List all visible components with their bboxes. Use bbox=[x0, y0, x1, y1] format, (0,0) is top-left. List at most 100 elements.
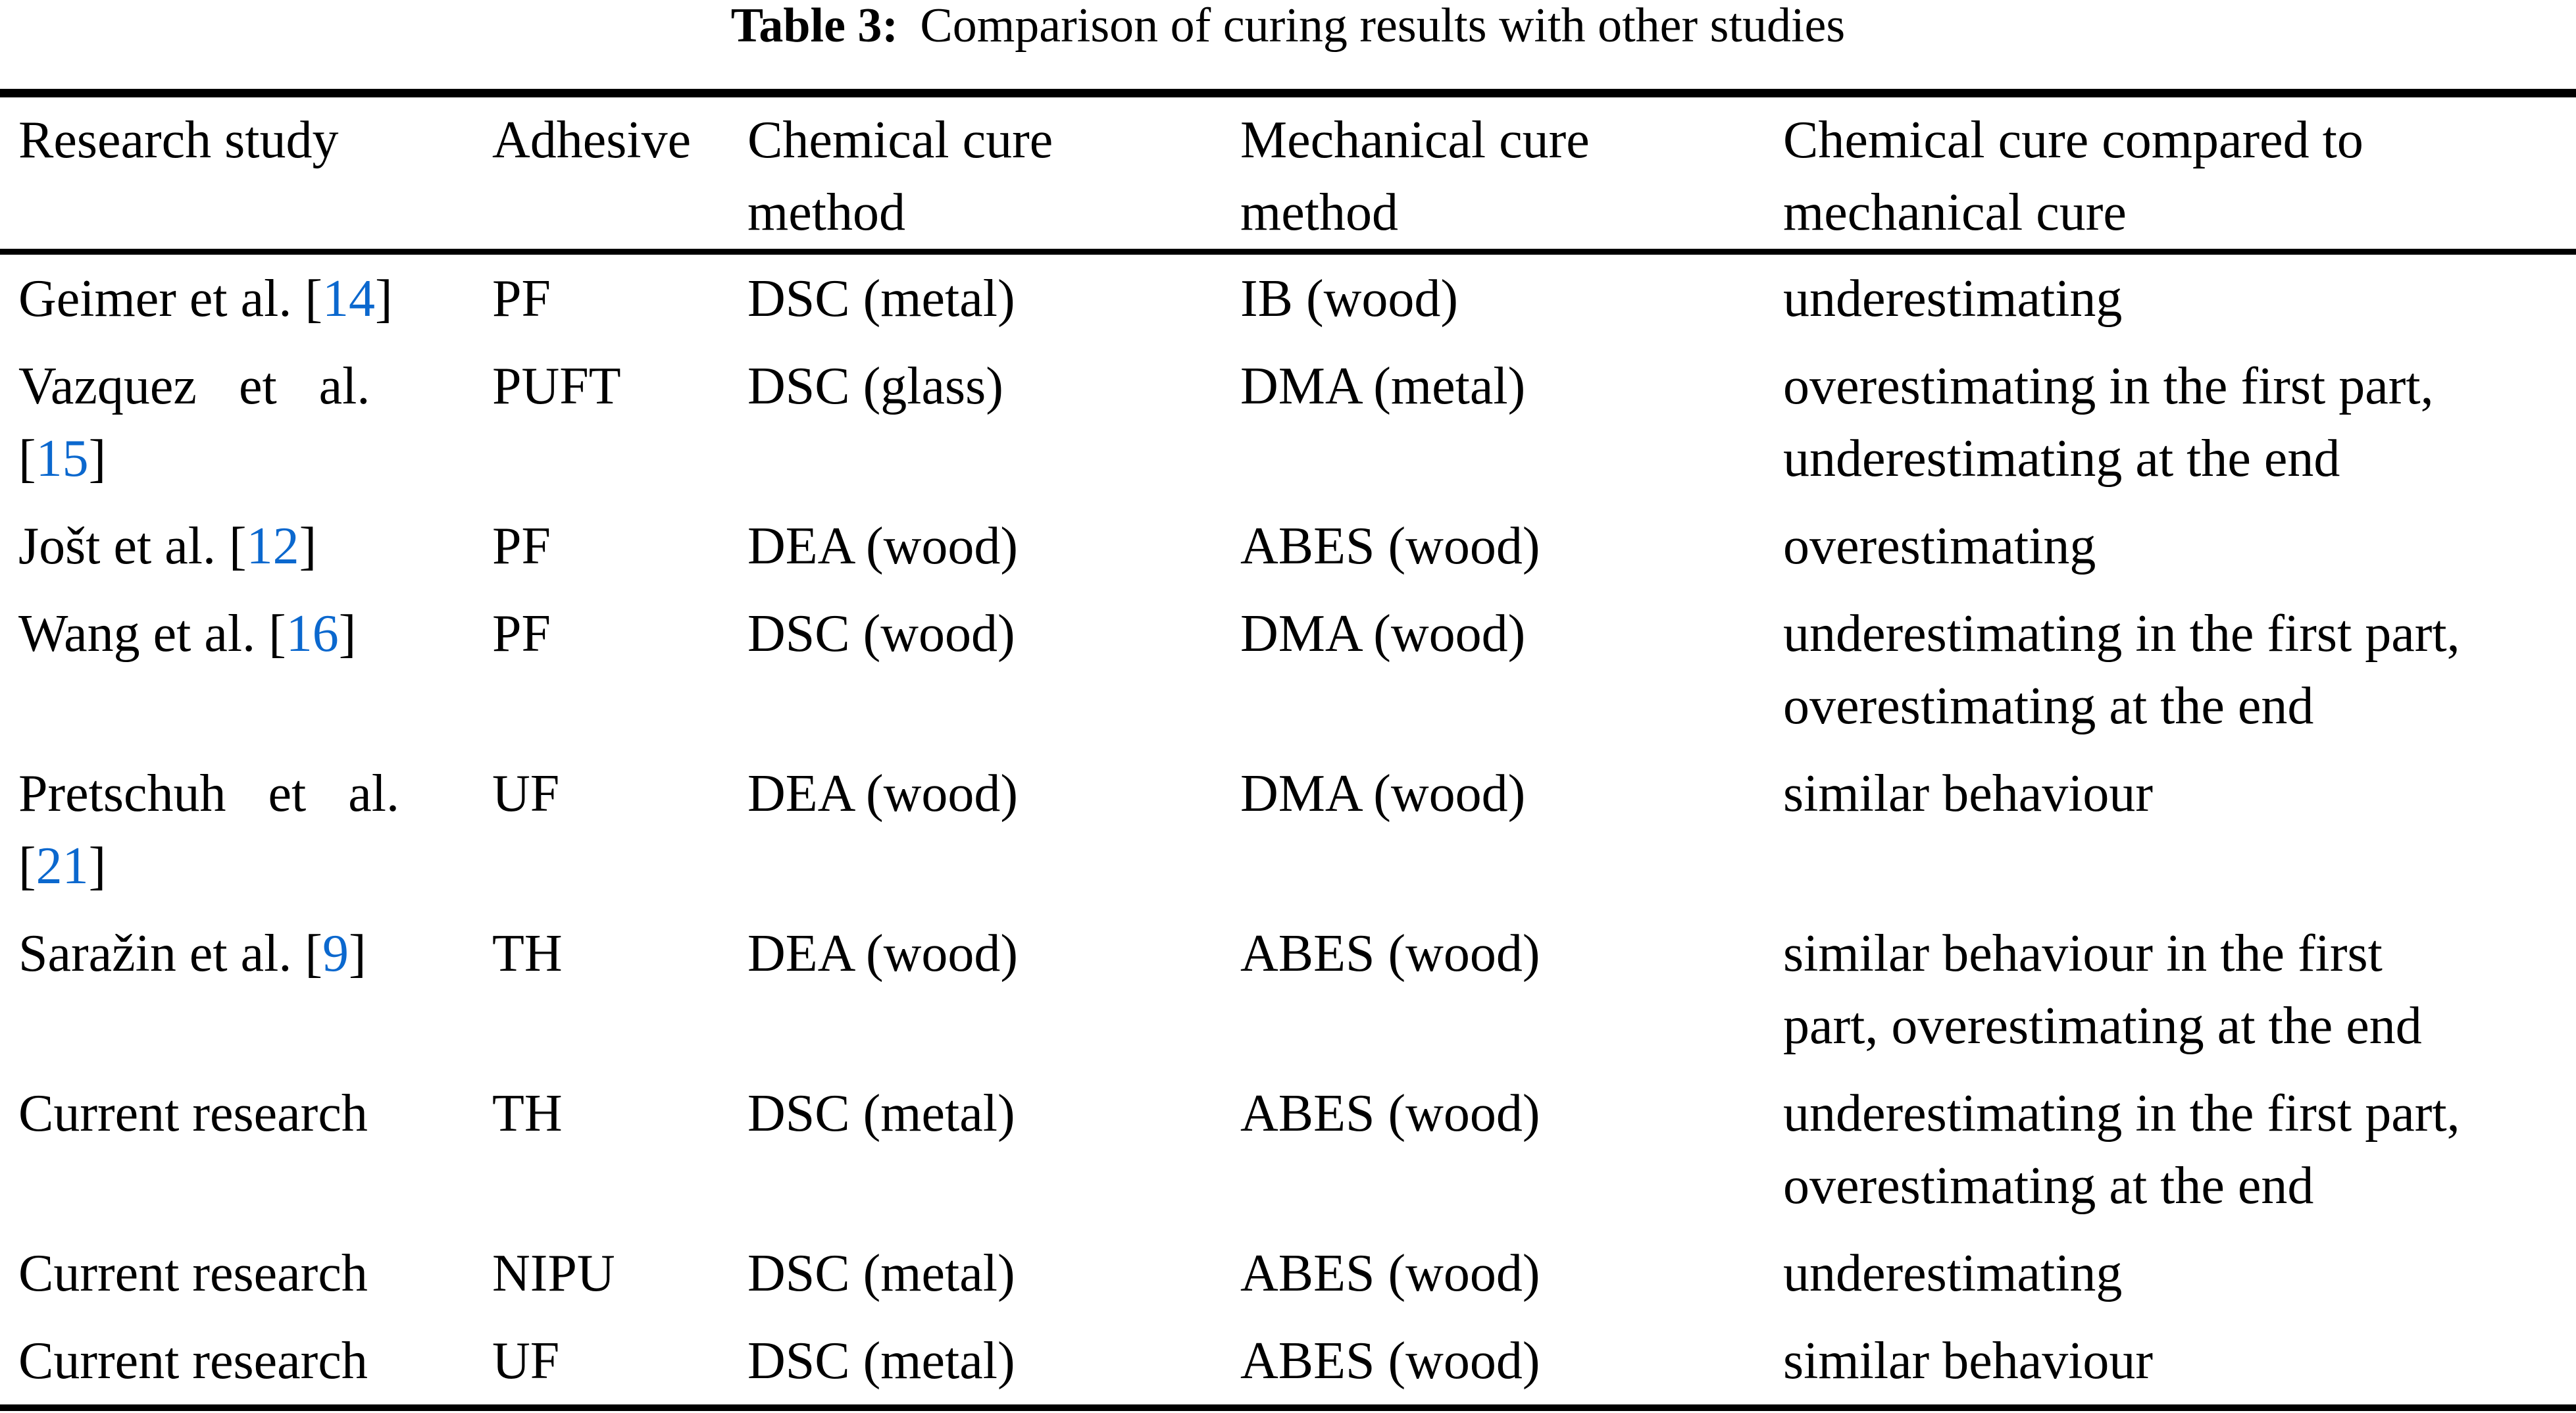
cell-text: ] bbox=[88, 430, 107, 488]
table-body: Geimer et al. [14] PF DSC (metal) IB (wood)… bbox=[0, 252, 2576, 1408]
cell-comparison: overestimating bbox=[1783, 502, 2576, 590]
cell-adhesive: TH bbox=[492, 1085, 563, 1143]
cell-chemical-cure: DEA (wood) bbox=[747, 925, 1019, 983]
cell-text: underestimating at the end bbox=[1783, 430, 2340, 488]
col-header-chemical-cure: Chemical cure method bbox=[747, 93, 1240, 255]
cell-text: overestimating in the first part, bbox=[1783, 357, 2434, 415]
citation-link[interactable]: 14 bbox=[322, 270, 375, 328]
cell-mechanical-cure: DMA (wood) bbox=[1240, 605, 1526, 663]
cell-text: overestimating bbox=[1783, 517, 2096, 575]
cell-mechanical-cure: ABES (wood) bbox=[1240, 517, 1540, 575]
cell-adhesive: PF bbox=[492, 605, 551, 663]
cell-research-study: Geimer et al. [14] bbox=[0, 252, 492, 343]
cell-text: underestimating bbox=[1783, 270, 2123, 328]
cell-text: underestimating bbox=[1783, 1245, 2123, 1302]
cell-adhesive: PUFT bbox=[492, 357, 621, 415]
cell-text: similar behaviour bbox=[1783, 765, 2154, 823]
cell-research-study: Pretschuh et al. [21] bbox=[0, 750, 492, 910]
cell-text: ] bbox=[299, 517, 317, 575]
cell-mechanical-cure: ABES (wood) bbox=[1240, 1245, 1540, 1302]
cell-comparison: underestimating bbox=[1783, 1229, 2576, 1317]
cell-research-study: Current research bbox=[0, 1229, 492, 1317]
cell-research-study: Saražin et al. [9] bbox=[0, 910, 492, 1069]
cell-text: ] bbox=[338, 605, 357, 663]
cell-adhesive: UF bbox=[492, 765, 560, 823]
cell-chemical-cure: DEA (wood) bbox=[747, 765, 1019, 823]
cell-text: Pretschuh et al. bbox=[18, 765, 399, 823]
col-header-comparison: Chemical cure compared to mechanical cur… bbox=[1783, 93, 2576, 255]
table-caption-label: Table 3: bbox=[730, 0, 899, 53]
cell-chemical-cure: DSC (metal) bbox=[747, 270, 1015, 328]
cell-comparison: similar behaviour in the first part, over… bbox=[1783, 910, 2576, 1069]
cell-text: Saražin et al. [ bbox=[18, 925, 322, 983]
cell-chemical-cure: DSC (glass) bbox=[747, 357, 1003, 415]
cell-text: Jošt et al. [ bbox=[18, 517, 247, 575]
cell-text: [ bbox=[18, 837, 36, 895]
cell-research-study: Wang et al. [16] bbox=[0, 590, 492, 750]
cell-text: ] bbox=[88, 837, 107, 895]
cell-text: [ bbox=[18, 430, 36, 488]
table-row: Current research NIPU DSC (metal) ABES (woo… bbox=[0, 1229, 2576, 1317]
cell-comparison: underestimating in the first part, overes… bbox=[1783, 590, 2576, 750]
cell-adhesive: TH bbox=[492, 925, 563, 983]
cell-adhesive: PF bbox=[492, 270, 551, 328]
col-header-adhesive: Adhesive bbox=[492, 93, 747, 255]
cell-comparison: underestimating in the first part, overes… bbox=[1783, 1069, 2576, 1229]
cell-research-study: Vazquez et al. [15] bbox=[0, 342, 492, 502]
cell-chemical-cure: DEA (wood) bbox=[747, 517, 1019, 575]
cell-mechanical-cure: ABES (wood) bbox=[1240, 1085, 1540, 1143]
cell-mechanical-cure: DMA (wood) bbox=[1240, 765, 1526, 823]
cell-text: Current research bbox=[18, 1245, 368, 1302]
cell-chemical-cure: DSC (wood) bbox=[747, 605, 1015, 663]
table-caption-text: Comparison of curing results with other … bbox=[920, 0, 1846, 53]
cell-text: ] bbox=[349, 925, 366, 983]
table-row: Vazquez et al. [15] PUFT DSC (glass) DMA (me… bbox=[0, 342, 2576, 502]
cell-text: Current research bbox=[18, 1085, 368, 1143]
cell-text: similar behaviour in the first bbox=[1783, 925, 2383, 983]
col-header-research-study: Research study bbox=[0, 93, 492, 255]
cell-text: Vazquez et al. bbox=[18, 357, 370, 415]
citation-link[interactable]: 12 bbox=[246, 517, 299, 575]
col-header-mechanical-cure: Mechanical cure method bbox=[1240, 93, 1783, 255]
table-row: Saražin et al. [9] TH DEA (wood) ABES (wood… bbox=[0, 910, 2576, 1069]
cell-mechanical-cure: ABES (wood) bbox=[1240, 925, 1540, 983]
cell-comparison: overestimating in the first part, underes… bbox=[1783, 342, 2576, 502]
cell-research-study: Current research bbox=[0, 1069, 492, 1229]
table-row: Wang et al. [16] PF DSC (wood) DMA (wood) un… bbox=[0, 590, 2576, 750]
citation-link[interactable]: 21 bbox=[36, 837, 89, 895]
cell-comparison: similar behaviour bbox=[1783, 1317, 2576, 1408]
cell-text: overestimating at the end bbox=[1783, 677, 2314, 735]
cell-text: Geimer et al. [ bbox=[18, 270, 322, 328]
cell-text: ] bbox=[375, 270, 393, 328]
comparison-table: Research study Adhesive Chemical cure me… bbox=[0, 89, 2576, 1411]
cell-mechanical-cure: IB (wood) bbox=[1240, 270, 1459, 328]
cell-adhesive: NIPU bbox=[492, 1245, 615, 1302]
cell-comparison: similar behaviour bbox=[1783, 750, 2576, 910]
cell-mechanical-cure: ABES (wood) bbox=[1240, 1332, 1540, 1390]
table-row: Current research UF DSC (metal) ABES (wood)… bbox=[0, 1317, 2576, 1408]
cell-text: underestimating in the first part, bbox=[1783, 1085, 2460, 1143]
citation-link[interactable]: 15 bbox=[36, 430, 89, 488]
table-row: Geimer et al. [14] PF DSC (metal) IB (wood)… bbox=[0, 252, 2576, 343]
table-row: Current research TH DSC (metal) ABES (wood)… bbox=[0, 1069, 2576, 1229]
table-caption: Table 3: Comparison of curing results wit… bbox=[0, 0, 2576, 89]
cell-chemical-cure: DSC (metal) bbox=[747, 1245, 1015, 1302]
table-row: Pretschuh et al. [21] UF DEA (wood) DMA (woo… bbox=[0, 750, 2576, 910]
cell-text: Wang et al. [ bbox=[18, 605, 286, 663]
cell-research-study: Current research bbox=[0, 1317, 492, 1408]
citation-link[interactable]: 9 bbox=[322, 925, 349, 983]
citation-link[interactable]: 16 bbox=[286, 605, 339, 663]
table-row: Jošt et al. [12] PF DEA (wood) ABES (wood) o… bbox=[0, 502, 2576, 590]
cell-text: part, overestimating at the end bbox=[1783, 997, 2422, 1055]
cell-mechanical-cure: DMA (metal) bbox=[1240, 357, 1526, 415]
cell-adhesive: PF bbox=[492, 517, 551, 575]
cell-chemical-cure: DSC (metal) bbox=[747, 1332, 1015, 1390]
cell-text: similar behaviour bbox=[1783, 1332, 2154, 1390]
cell-comparison: underestimating bbox=[1783, 252, 2576, 343]
cell-text: overestimating at the end bbox=[1783, 1157, 2314, 1215]
cell-adhesive: UF bbox=[492, 1332, 560, 1390]
cell-text: underestimating in the first part, bbox=[1783, 605, 2460, 663]
header-row: Research study Adhesive Chemical cure me… bbox=[0, 93, 2576, 255]
cell-chemical-cure: DSC (metal) bbox=[747, 1085, 1015, 1143]
